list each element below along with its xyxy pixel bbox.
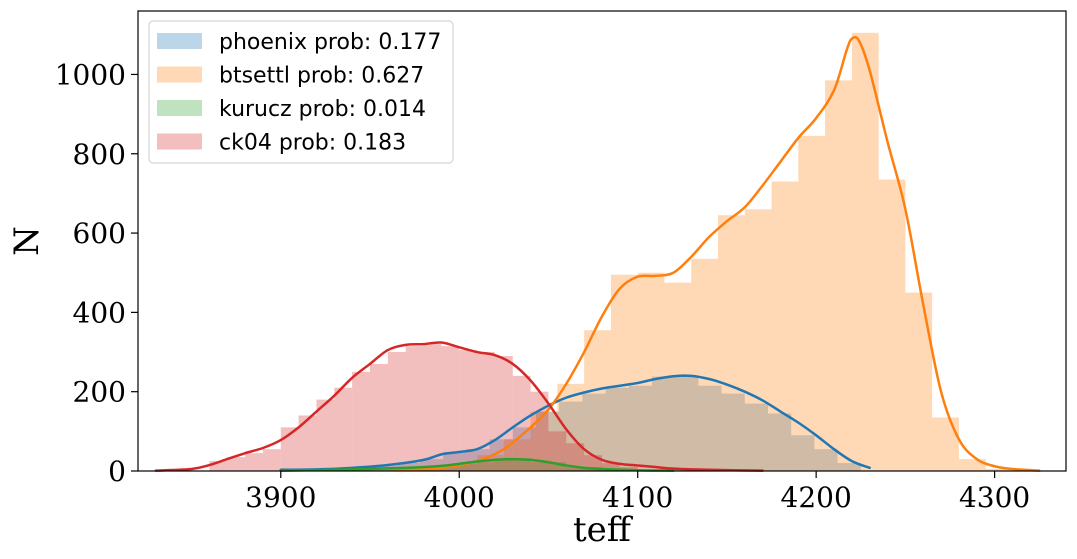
bar-phoenix bbox=[605, 387, 629, 471]
legend-item-ck04: ck04 prob: 0.183 bbox=[157, 131, 406, 156]
bar-btsettl bbox=[744, 209, 772, 471]
bar-ck04 bbox=[370, 363, 388, 471]
bar-btsettl bbox=[610, 274, 638, 471]
y-tick-label: 200 bbox=[73, 376, 126, 409]
bar-btsettl bbox=[584, 330, 611, 471]
legend-label: ck04 prob: 0.183 bbox=[219, 131, 406, 156]
bar-ck04 bbox=[548, 431, 567, 471]
bar-btsettl bbox=[878, 179, 906, 471]
bar-btsettl bbox=[851, 32, 879, 472]
legend-swatch bbox=[157, 66, 202, 83]
legend-label: phoenix prob: 0.177 bbox=[219, 30, 441, 55]
bar-ck04 bbox=[459, 350, 478, 471]
bar-phoenix bbox=[837, 463, 861, 471]
bar-phoenix bbox=[767, 413, 792, 471]
x-tick-label: 3900 bbox=[245, 481, 316, 514]
bar-ck04 bbox=[209, 461, 228, 471]
bar-phoenix bbox=[791, 435, 815, 471]
bar-kurucz bbox=[459, 462, 495, 471]
bars-btsettl bbox=[396, 32, 1013, 472]
bar-ck04 bbox=[334, 387, 353, 471]
kde-line-phoenix bbox=[279, 374, 871, 472]
legend-item-phoenix: phoenix prob: 0.177 bbox=[157, 30, 441, 55]
bar-btsettl bbox=[932, 417, 959, 471]
x-tick-label: 4300 bbox=[959, 481, 1030, 514]
legend-label: kurucz prob: 0.014 bbox=[219, 97, 426, 122]
legend-swatch bbox=[157, 133, 202, 150]
legend-items: phoenix prob: 0.177 btsettl prob: 0.627 ku… bbox=[157, 30, 441, 156]
y-tick-label: 600 bbox=[73, 217, 126, 250]
y-tick-label: 0 bbox=[108, 455, 126, 488]
bar-ck04 bbox=[566, 443, 585, 471]
bar-btsettl bbox=[718, 215, 745, 471]
bar-ck04 bbox=[387, 352, 406, 471]
bar-phoenix bbox=[721, 393, 745, 471]
bar-phoenix bbox=[675, 375, 699, 471]
bar-ck04 bbox=[227, 457, 246, 471]
legend-item-kurucz: kurucz prob: 0.014 bbox=[157, 97, 426, 122]
bar-btsettl bbox=[798, 135, 826, 471]
kde-line-btsettl bbox=[395, 35, 1041, 472]
x-tick-label: 4200 bbox=[781, 481, 852, 514]
bar-phoenix bbox=[814, 449, 838, 471]
kde-line-ck04 bbox=[154, 341, 764, 472]
bar-btsettl bbox=[637, 272, 665, 471]
bar-btsettl bbox=[450, 463, 478, 471]
bar-ck04 bbox=[262, 449, 281, 471]
bar-phoenix bbox=[744, 403, 768, 471]
kde-curves bbox=[154, 35, 1041, 472]
x-tick-label: 4100 bbox=[602, 481, 673, 514]
bar-ck04 bbox=[602, 463, 620, 471]
bar-btsettl bbox=[958, 459, 986, 471]
y-tick-label: 1000 bbox=[55, 58, 126, 91]
bar-phoenix bbox=[651, 376, 676, 471]
bar-phoenix bbox=[698, 385, 722, 471]
plot-frame bbox=[137, 10, 1067, 472]
legend: phoenix prob: 0.177 btsettl prob: 0.627 ku… bbox=[148, 20, 454, 164]
legend-item-btsettl: btsettl prob: 0.627 bbox=[157, 64, 424, 89]
y-axis: 0 200 400 600 800 1000 bbox=[55, 58, 138, 488]
bar-phoenix bbox=[419, 459, 444, 471]
bar-ck04 bbox=[441, 346, 460, 471]
bar-btsettl bbox=[825, 80, 852, 472]
legend-box bbox=[148, 20, 454, 164]
legend-swatch bbox=[157, 100, 202, 116]
x-axis-title: teff bbox=[573, 510, 634, 550]
bar-ck04 bbox=[494, 356, 513, 471]
bar-btsettl bbox=[985, 469, 1013, 471]
kde-line-kurucz bbox=[279, 457, 675, 472]
bar-ck04 bbox=[423, 344, 442, 471]
bar-btsettl bbox=[771, 181, 799, 471]
bar-ck04 bbox=[352, 371, 370, 471]
y-tick-label: 400 bbox=[73, 296, 126, 329]
x-axis: 3900 4000 4100 4200 4300 bbox=[245, 471, 1030, 514]
x-tick-label: 4000 bbox=[424, 481, 495, 514]
y-axis-title: N bbox=[7, 226, 47, 256]
bar-ck04 bbox=[316, 399, 335, 471]
legend-label: btsettl prob: 0.627 bbox=[219, 64, 424, 89]
bar-phoenix bbox=[535, 411, 560, 471]
bar-ck04 bbox=[512, 375, 531, 471]
bar-btsettl bbox=[691, 258, 718, 471]
bar-ck04 bbox=[477, 352, 495, 471]
legend-swatch bbox=[157, 33, 202, 49]
bar-ck04 bbox=[245, 453, 263, 471]
bar-ck04 bbox=[298, 415, 317, 471]
bar-ck04 bbox=[405, 346, 424, 471]
bar-kurucz bbox=[494, 458, 531, 471]
y-tick-label: 800 bbox=[73, 138, 126, 171]
bar-kurucz bbox=[530, 462, 567, 471]
bar-btsettl bbox=[905, 292, 933, 471]
bar-phoenix bbox=[628, 385, 652, 471]
